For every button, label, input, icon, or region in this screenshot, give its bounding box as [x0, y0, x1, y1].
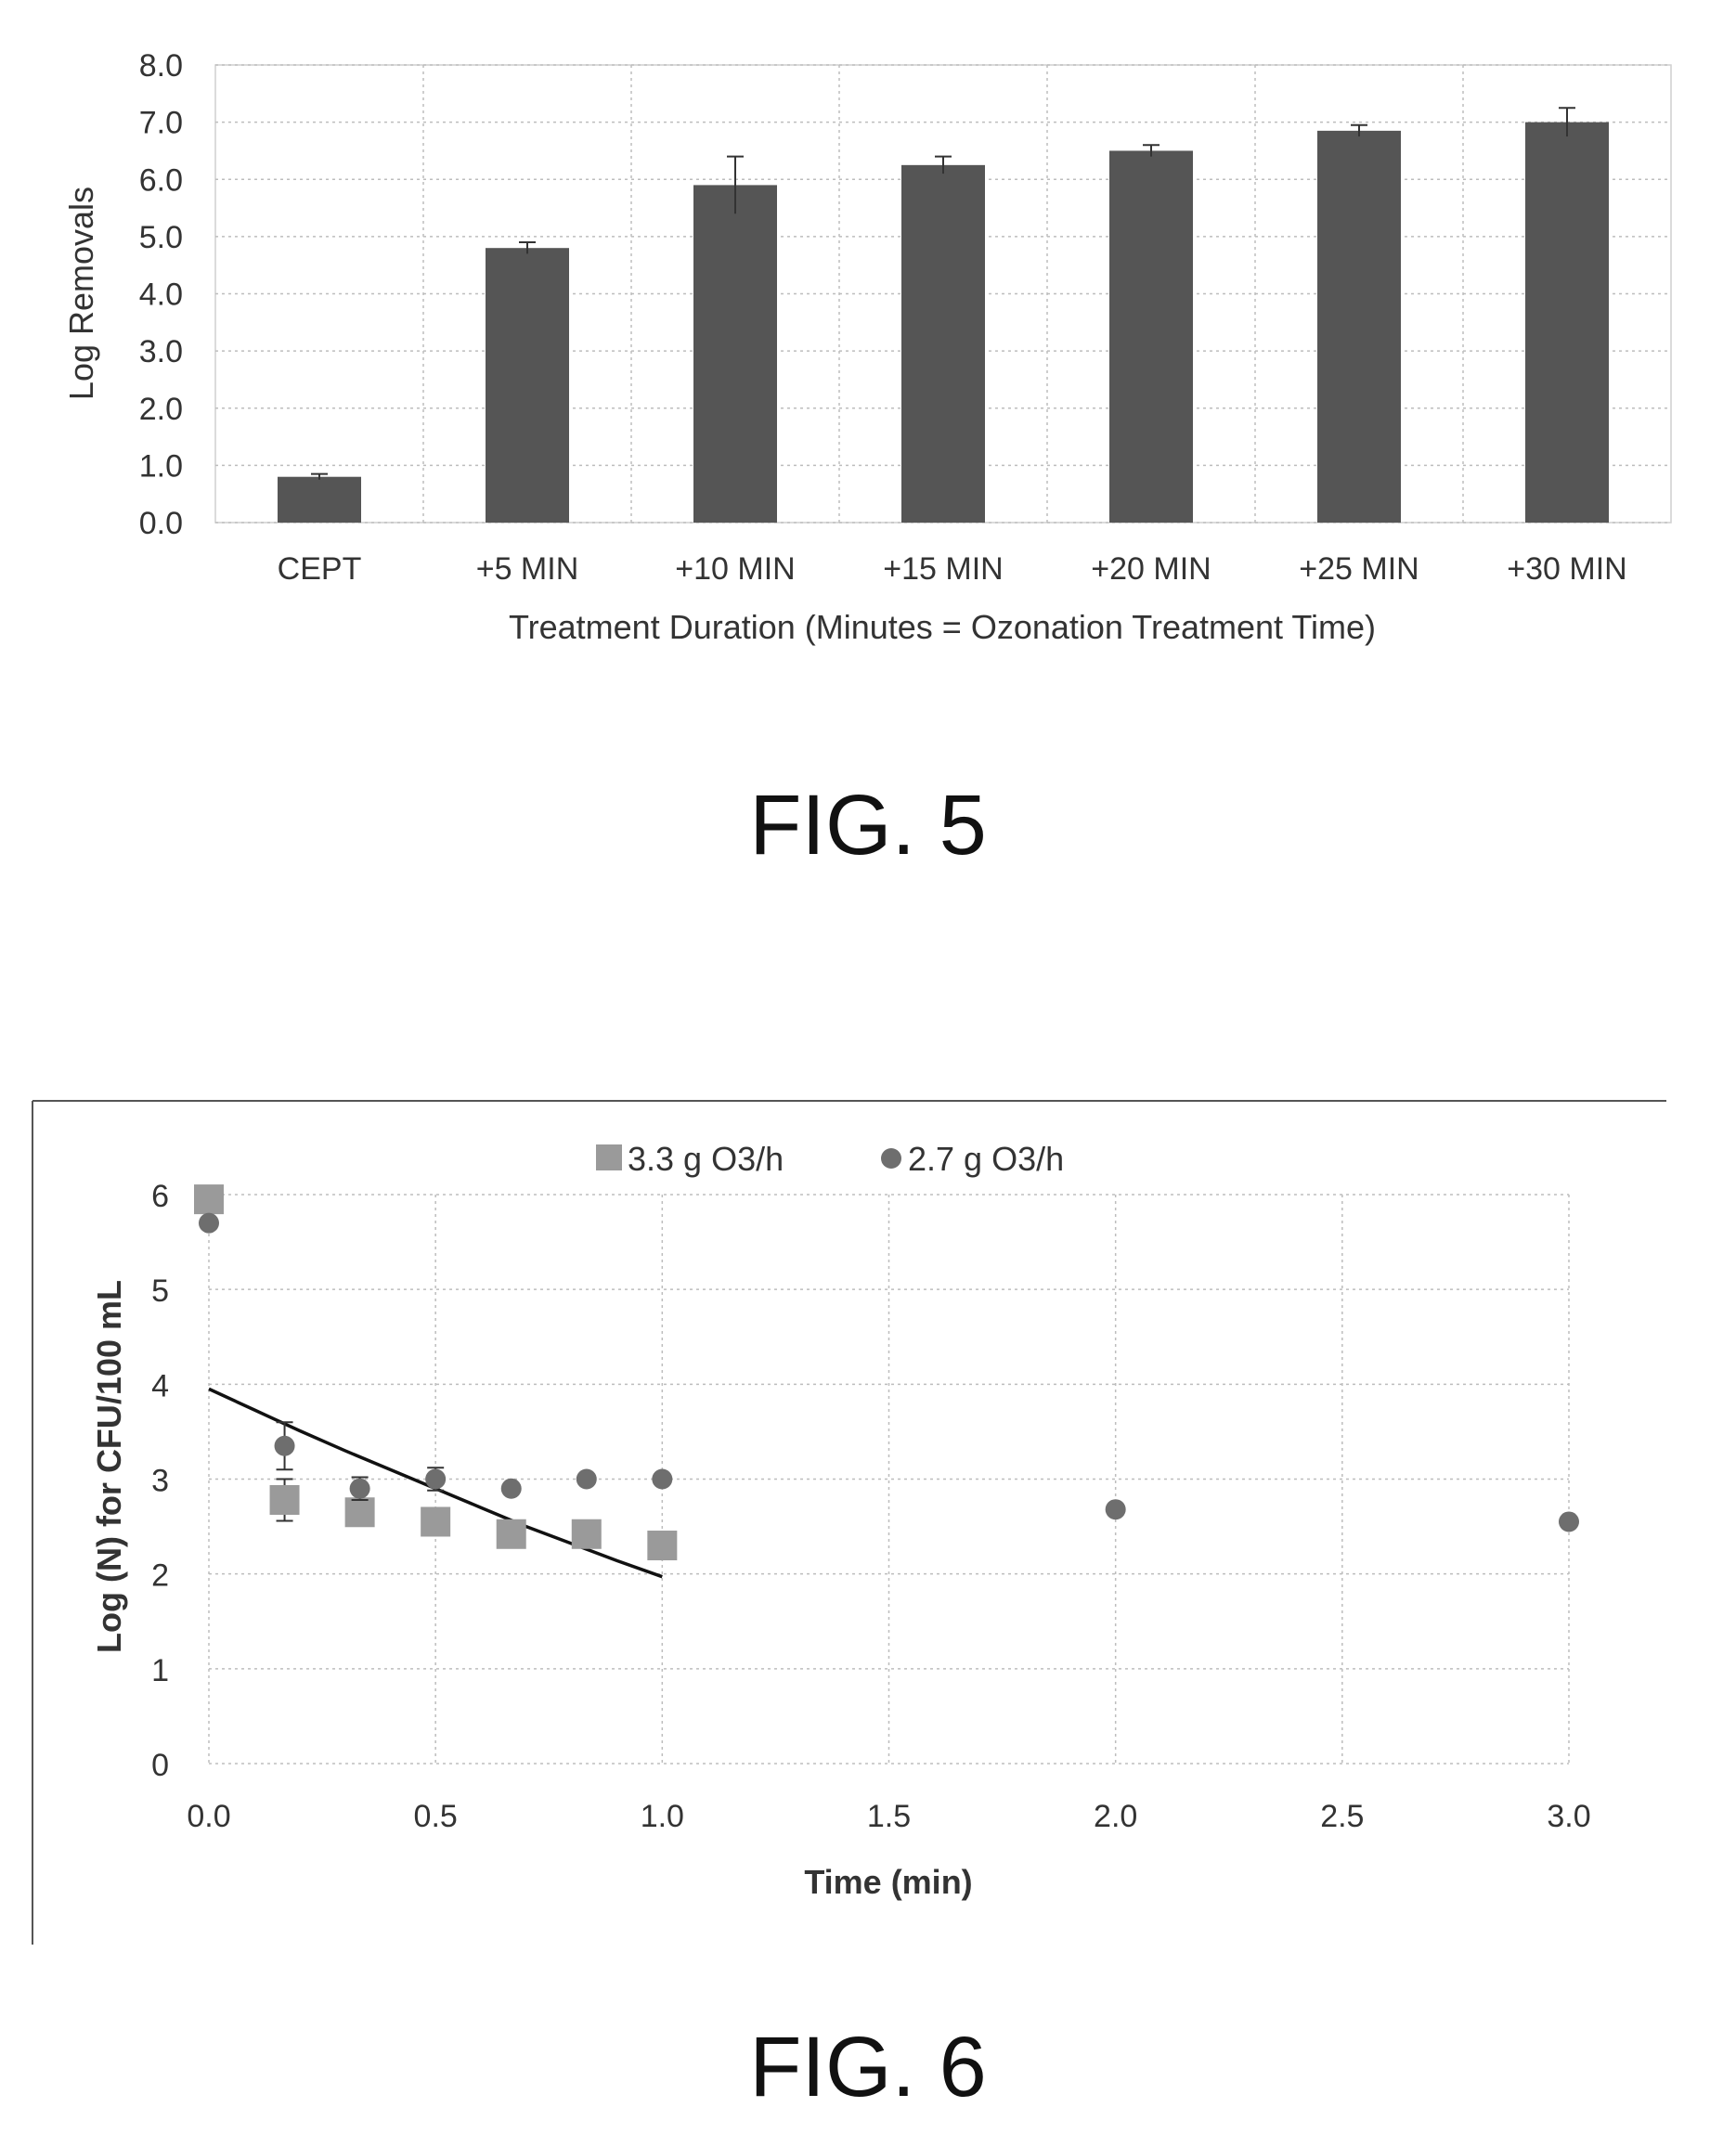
fig6-y-tick-label: 2: [151, 1558, 169, 1594]
fig6-point-circle: [1105, 1499, 1126, 1520]
fig6-y-tick-label: 1: [151, 1653, 169, 1688]
fig6-point-square: [421, 1506, 451, 1537]
fig6-x-tick-label: 0.5: [414, 1799, 458, 1834]
fig6-point-circle: [652, 1468, 673, 1490]
fig6-x-tick-label: 3.0: [1547, 1799, 1590, 1834]
fig5-bar: [901, 164, 985, 523]
fig6-point-square: [269, 1484, 300, 1515]
fig6-legend-circle-marker: [881, 1148, 901, 1169]
fig6-point-circle: [576, 1468, 597, 1490]
fig5-x-tick-label: +15 MIN: [883, 551, 1003, 587]
fig5-x-tick-label: +5 MIN: [476, 551, 579, 587]
fig5-bar: [1525, 122, 1609, 523]
fig5-y-tick-label: 6.0: [139, 162, 183, 198]
fig5-bar: [1317, 130, 1401, 523]
fig5-x-tick-label: +30 MIN: [1507, 551, 1626, 587]
fig5-y-tick-label: 3.0: [139, 334, 183, 369]
fig5-bar: [486, 248, 569, 523]
fig5-y-tick-label: 5.0: [139, 220, 183, 255]
fig6-y-axis-title: Log (N) for CFU/100 mL: [90, 1280, 128, 1653]
fig6-legend-square-marker: [596, 1144, 622, 1170]
fig5-x-tick-label: +20 MIN: [1091, 551, 1211, 587]
fig6-caption: FIG. 6: [749, 2020, 987, 2114]
fig5-y-axis-title: Log Removals: [62, 187, 100, 400]
fig6-x-tick-label: 1.5: [867, 1799, 911, 1834]
fig5-y-tick-label: 4.0: [139, 278, 183, 313]
fig5-y-tick-label: 2.0: [139, 392, 183, 427]
fig5-bar: [693, 185, 777, 523]
fig5-y-tick-label: 0.0: [139, 506, 183, 541]
fig6-point-circle: [199, 1212, 219, 1234]
fig6-point-circle: [1559, 1511, 1579, 1532]
fig5-y-tick-label: 1.0: [139, 448, 183, 484]
fig5-bar: [1109, 150, 1193, 523]
fig6-y-tick-label: 5: [151, 1273, 169, 1309]
fig6-x-axis-title: Time (min): [804, 1863, 972, 1901]
fig6-y-tick-label: 6: [151, 1179, 169, 1214]
fig5-y-tick-label: 7.0: [139, 106, 183, 141]
fig5-x-tick-label: +25 MIN: [1299, 551, 1419, 587]
fig5-x-axis-title: Treatment Duration (Minutes = Ozonation …: [509, 608, 1376, 646]
fig5-bar-chart: 0.0 1.0 2.0 3.0 4.0 5.0 6.0 7.0 8.0 CEPT +5 MIN +10…: [62, 48, 1672, 646]
fig5-x-tick-label: +10 MIN: [675, 551, 795, 587]
fig6-x-tick-label: 2.0: [1094, 1799, 1137, 1834]
fig6-point-square: [194, 1184, 224, 1215]
fig6-point-circle: [500, 1478, 522, 1499]
fig6-point-circle: [425, 1468, 447, 1490]
fig6-y-tick-label: 0: [151, 1748, 169, 1783]
fig6-x-tick-label: 1.0: [641, 1799, 684, 1834]
fig6-x-tick-label: 2.5: [1320, 1799, 1364, 1834]
fig6-legend-label: 3.3 g O3/h: [628, 1140, 784, 1178]
fig6-point-square: [647, 1531, 678, 1561]
fig6-point-circle: [349, 1478, 370, 1499]
fig6-point-circle: [274, 1435, 295, 1456]
fig5-bar: [278, 476, 361, 523]
fig6-y-tick-label: 4: [151, 1368, 169, 1403]
fig5-x-tick-label: CEPT: [278, 551, 362, 587]
fig6-point-square: [344, 1497, 375, 1528]
fig6-x-tick-label: 0.0: [187, 1799, 230, 1834]
fig6-scatter-chart: 0.0 0.5 1.0 1.5 2.0 2.5 3.0 0 1 2 3 4 5 6 3.3 g O3/h 2.…: [32, 1100, 1666, 1945]
fig6-point-square: [496, 1519, 526, 1549]
fig6-legend-label: 2.7 g O3/h: [908, 1140, 1064, 1178]
fig6-point-square: [571, 1519, 602, 1549]
fig5-y-tick-label: 8.0: [139, 48, 183, 84]
fig5-caption: FIG. 5: [749, 778, 987, 873]
fig6-y-tick-label: 3: [151, 1464, 169, 1499]
